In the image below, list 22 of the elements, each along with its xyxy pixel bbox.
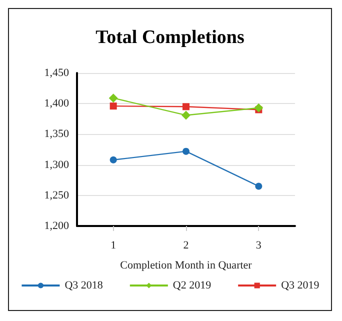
x-tick-label: 1 bbox=[110, 240, 116, 252]
chart-title: Total Completions bbox=[96, 27, 244, 48]
point bbox=[110, 102, 117, 110]
point bbox=[182, 103, 190, 110]
point bbox=[255, 182, 262, 190]
x-axis-title: Completion Month in Quarter bbox=[120, 260, 252, 272]
y-tick-label: 1,200 bbox=[44, 220, 70, 232]
legend-label: Q3 2019 bbox=[281, 280, 320, 292]
legend-label: Q3 2018 bbox=[64, 280, 104, 292]
point bbox=[182, 110, 190, 120]
y-tick-label: 1,400 bbox=[44, 98, 70, 110]
point bbox=[108, 94, 118, 103]
x-tick-label: 2 bbox=[183, 240, 189, 252]
y-tick-label: 1,250 bbox=[44, 189, 70, 202]
y-tick-label: 1,450 bbox=[44, 67, 70, 79]
point bbox=[110, 156, 117, 164]
y-tick-label: 1,300 bbox=[44, 158, 70, 171]
point bbox=[182, 148, 190, 155]
legend-label: Q2 2019 bbox=[172, 280, 212, 292]
y-tick-label: 1,350 bbox=[44, 128, 70, 140]
point bbox=[254, 103, 264, 112]
x-tick-label: 3 bbox=[256, 240, 262, 252]
